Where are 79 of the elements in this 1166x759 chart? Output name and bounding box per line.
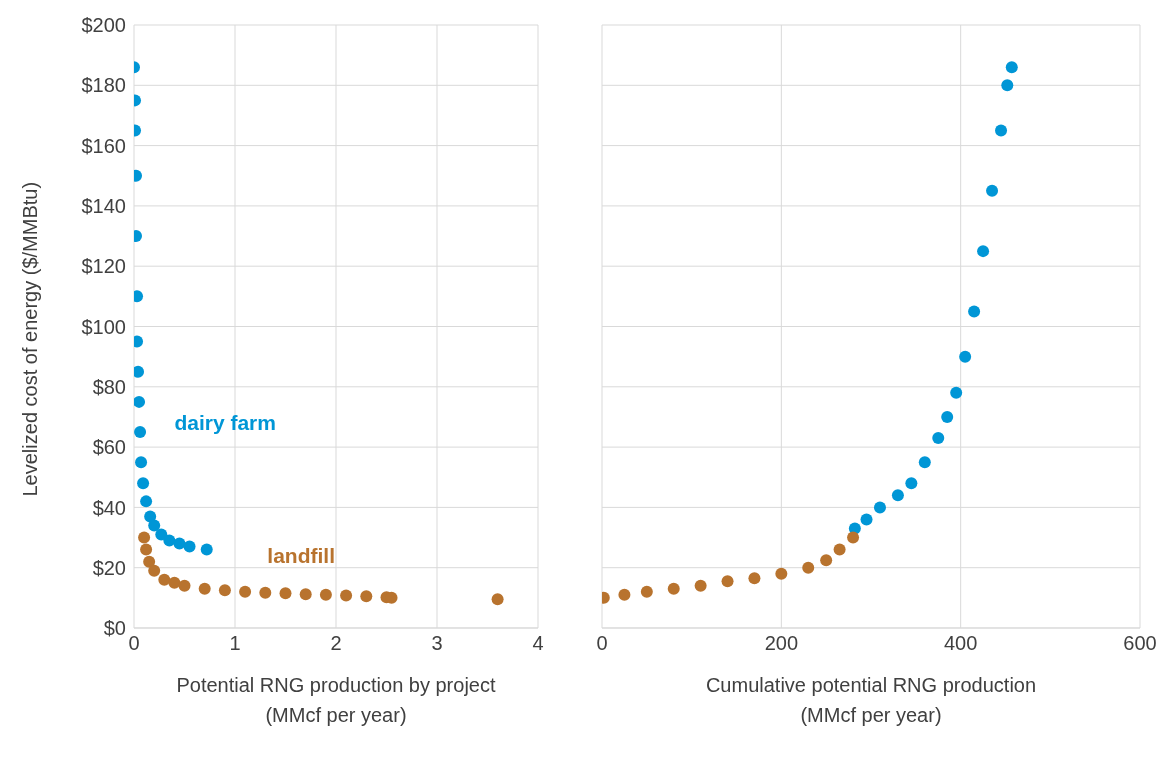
point <box>360 590 373 603</box>
point <box>134 426 147 439</box>
point <box>168 576 181 589</box>
y-tick-label: $140 <box>81 195 126 217</box>
x-tick-label: 600 <box>1123 632 1157 655</box>
point <box>873 501 886 514</box>
point <box>135 456 148 469</box>
x-tick-label: 3 <box>431 632 443 655</box>
x-tick-label: 0 <box>596 632 608 655</box>
y-tick-label: $160 <box>81 134 126 157</box>
point <box>618 588 631 601</box>
x-tick-label: 2 <box>330 632 342 655</box>
point <box>200 543 213 556</box>
point <box>977 245 990 258</box>
point <box>932 432 945 445</box>
y-tick-label: $120 <box>81 255 126 278</box>
point <box>667 582 680 595</box>
series-label: landfill <box>267 543 335 568</box>
point <box>259 586 272 599</box>
y-tick-label: $200 <box>81 14 126 37</box>
point <box>340 589 353 602</box>
point <box>1005 61 1018 74</box>
point <box>721 575 734 588</box>
y-tick-label: $180 <box>81 74 126 97</box>
point <box>134 365 145 378</box>
point <box>143 555 156 568</box>
x-axis-title: Cumulative potential RNG production (MMcf per year) <box>704 673 1038 728</box>
point <box>148 564 161 577</box>
point <box>860 513 873 526</box>
y-tick-label: $100 <box>81 315 126 338</box>
point <box>1001 79 1014 92</box>
point <box>833 543 846 556</box>
y-tick-label: $40 <box>92 496 126 519</box>
point <box>183 540 196 553</box>
point <box>137 477 150 490</box>
point <box>820 554 833 567</box>
y-tick-label: $60 <box>92 436 126 459</box>
x-tick-label: 0 <box>128 632 140 655</box>
point <box>640 585 653 598</box>
x-tick-label: 200 <box>764 632 799 655</box>
point <box>959 350 972 363</box>
point <box>148 519 161 532</box>
point <box>905 477 918 490</box>
point <box>140 495 153 508</box>
y-tick-label: $0 <box>103 617 126 640</box>
series-label: dairy farm <box>174 410 276 435</box>
y-tick-label: $80 <box>92 375 126 398</box>
point <box>173 537 186 550</box>
y-axis-title: Levelized cost of energy ($/MMBtu) <box>19 181 42 497</box>
point <box>163 534 176 547</box>
point <box>138 531 151 544</box>
x-axis-title: Potential RNG production by project (MMcf per year) <box>175 673 497 728</box>
point <box>299 588 312 601</box>
point <box>279 587 292 600</box>
y-tick-label: $20 <box>92 556 126 579</box>
point <box>986 184 999 197</box>
point <box>968 305 981 318</box>
x-tick-label: 4 <box>532 632 544 655</box>
point <box>140 543 153 556</box>
point <box>158 573 171 586</box>
point <box>918 456 931 469</box>
point <box>847 531 860 544</box>
x-tick-label: 400 <box>943 632 978 655</box>
point <box>950 386 963 399</box>
point <box>218 584 231 597</box>
point <box>891 489 904 502</box>
point <box>178 579 191 592</box>
point <box>941 410 954 423</box>
point <box>134 395 146 408</box>
point <box>491 593 504 606</box>
point <box>775 567 788 580</box>
point <box>694 579 707 592</box>
point <box>198 582 211 595</box>
point <box>319 588 332 601</box>
x-tick-label: 1 <box>229 632 241 655</box>
point <box>995 124 1008 137</box>
point <box>748 572 761 585</box>
point <box>239 585 252 598</box>
point <box>802 561 815 574</box>
